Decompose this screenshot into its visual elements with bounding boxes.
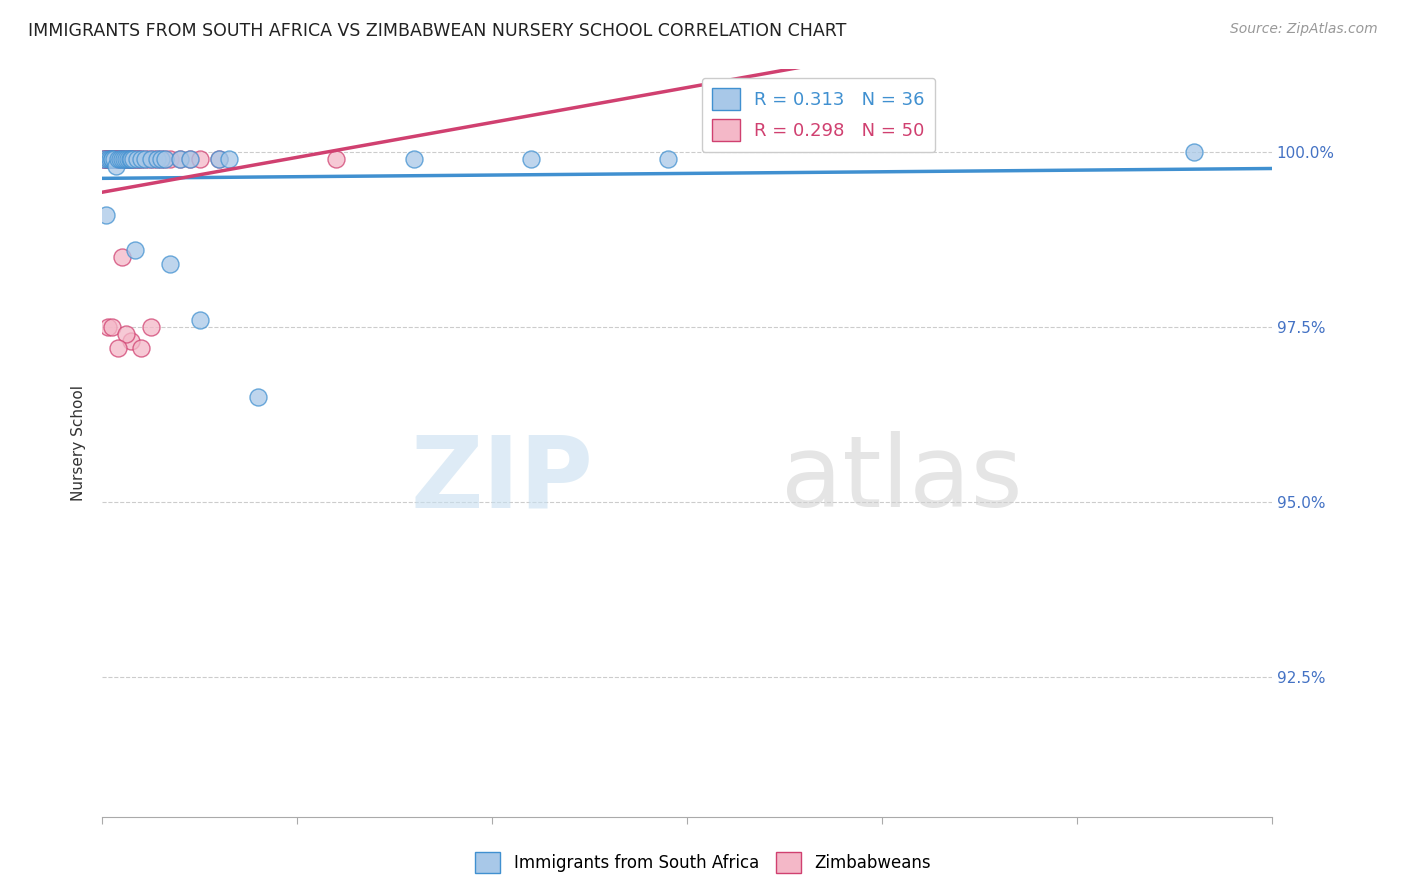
Point xyxy=(218,153,240,167)
Point xyxy=(153,153,176,167)
Point xyxy=(159,257,181,271)
Point xyxy=(94,208,117,222)
Point xyxy=(111,250,134,264)
Point xyxy=(404,153,426,167)
Legend: R = 0.313   N = 36, R = 0.298   N = 50: R = 0.313 N = 36, R = 0.298 N = 50 xyxy=(702,78,935,153)
Point xyxy=(93,153,115,167)
Point xyxy=(657,153,679,167)
Point xyxy=(112,153,135,167)
Point xyxy=(103,153,125,167)
Point xyxy=(128,153,150,167)
Point xyxy=(129,153,152,167)
Point xyxy=(120,153,142,167)
Point xyxy=(112,153,135,167)
Point xyxy=(104,153,127,167)
Point xyxy=(101,153,124,167)
Point xyxy=(520,153,543,167)
Point xyxy=(107,341,129,355)
Point xyxy=(98,153,121,167)
Point xyxy=(124,153,146,167)
Point xyxy=(149,153,172,167)
Point xyxy=(117,153,139,167)
Point xyxy=(142,153,165,167)
Point xyxy=(111,153,134,167)
Point xyxy=(129,153,152,167)
Point xyxy=(247,390,270,404)
Point xyxy=(208,153,231,167)
Point xyxy=(94,153,117,167)
Point xyxy=(93,153,115,167)
Point xyxy=(108,153,131,167)
Point xyxy=(134,153,156,167)
Legend: Immigrants from South Africa, Zimbabweans: Immigrants from South Africa, Zimbabwean… xyxy=(468,846,938,880)
Point xyxy=(111,153,134,167)
Point xyxy=(208,153,231,167)
Text: IMMIGRANTS FROM SOUTH AFRICA VS ZIMBABWEAN NURSERY SCHOOL CORRELATION CHART: IMMIGRANTS FROM SOUTH AFRICA VS ZIMBABWE… xyxy=(28,22,846,40)
Point xyxy=(127,153,149,167)
Point xyxy=(104,160,127,174)
Point xyxy=(97,153,120,167)
Point xyxy=(108,153,131,167)
Point xyxy=(101,320,124,334)
Point xyxy=(101,153,124,167)
Point xyxy=(1182,145,1205,160)
Point xyxy=(159,153,181,167)
Point xyxy=(169,153,191,167)
Point xyxy=(107,153,129,167)
Point xyxy=(98,153,121,167)
Y-axis label: Nursery School: Nursery School xyxy=(72,384,86,500)
Point xyxy=(122,153,145,167)
Point xyxy=(111,153,134,167)
Point xyxy=(104,153,127,167)
Point xyxy=(120,153,142,167)
Point xyxy=(188,153,211,167)
Point xyxy=(101,153,124,167)
Point xyxy=(108,153,131,167)
Point xyxy=(149,153,172,167)
Point xyxy=(146,153,169,167)
Point xyxy=(117,153,139,167)
Point xyxy=(188,313,211,327)
Point xyxy=(107,153,129,167)
Point xyxy=(122,153,145,167)
Point xyxy=(169,153,191,167)
Point xyxy=(325,153,347,167)
Point xyxy=(124,244,146,258)
Point xyxy=(146,153,169,167)
Point xyxy=(93,153,115,167)
Point xyxy=(179,153,201,167)
Point xyxy=(114,153,136,167)
Point xyxy=(101,153,124,167)
Point xyxy=(153,153,176,167)
Point xyxy=(118,153,141,167)
Point xyxy=(97,153,120,167)
Point xyxy=(94,153,117,167)
Point xyxy=(139,153,162,167)
Point xyxy=(103,153,125,167)
Point xyxy=(179,153,201,167)
Point xyxy=(138,153,160,167)
Point xyxy=(129,341,152,355)
Point xyxy=(103,153,125,167)
Point xyxy=(139,320,162,334)
Point xyxy=(114,153,136,167)
Text: atlas: atlas xyxy=(780,432,1022,528)
Point xyxy=(97,320,120,334)
Point xyxy=(114,327,136,342)
Point xyxy=(120,334,142,348)
Text: Source: ZipAtlas.com: Source: ZipAtlas.com xyxy=(1230,22,1378,37)
Point xyxy=(107,153,129,167)
Point xyxy=(127,153,149,167)
Point xyxy=(97,153,120,167)
Point xyxy=(118,153,141,167)
Text: ZIP: ZIP xyxy=(411,432,593,528)
Point xyxy=(98,153,121,167)
Point xyxy=(134,153,156,167)
